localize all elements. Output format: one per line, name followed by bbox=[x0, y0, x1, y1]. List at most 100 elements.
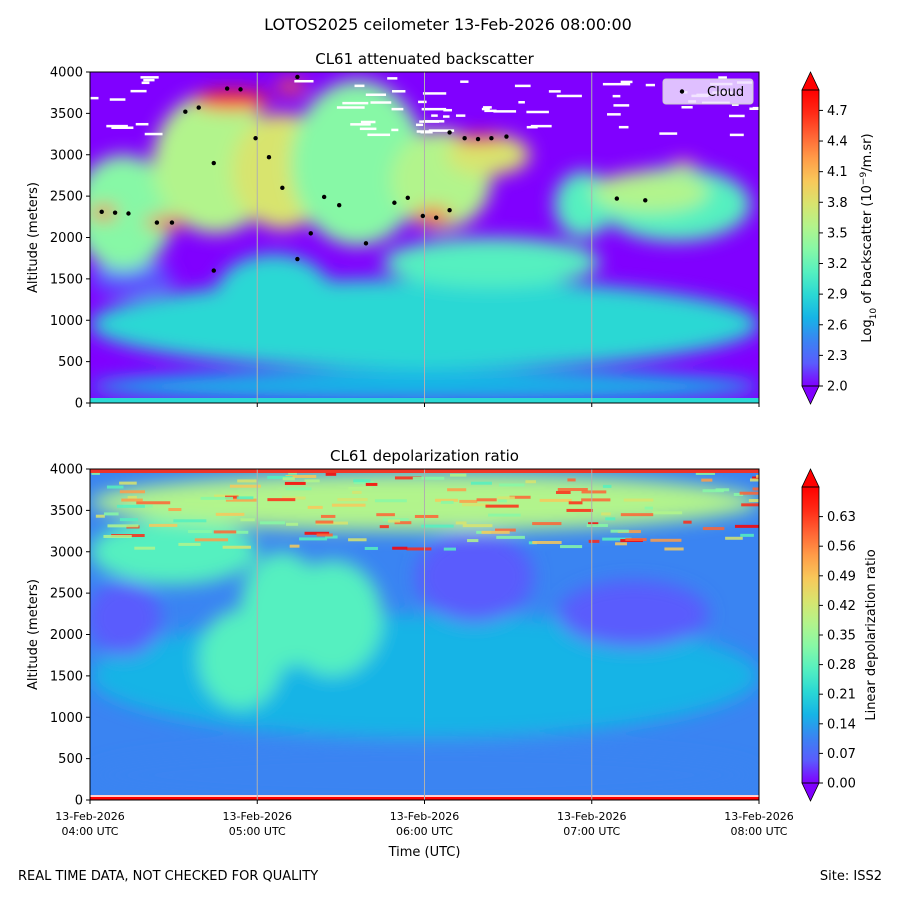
cloud-legend[interactable]: Cloud bbox=[662, 78, 754, 105]
noise-gap bbox=[618, 125, 629, 129]
noise-streak bbox=[588, 522, 599, 526]
noise-streak bbox=[620, 513, 654, 517]
noise-streak bbox=[285, 487, 312, 491]
noise-streak bbox=[485, 504, 519, 508]
noise-streak bbox=[394, 476, 422, 480]
noise-streak bbox=[623, 498, 654, 502]
noise-gap bbox=[391, 128, 399, 132]
noise-streak bbox=[443, 547, 456, 551]
y-tick-label: 2000 bbox=[50, 231, 83, 246]
noise-streak bbox=[379, 525, 389, 529]
cloud-point bbox=[126, 211, 131, 216]
noise-streak bbox=[652, 511, 683, 515]
noise-streak bbox=[299, 537, 328, 541]
noise-streak bbox=[702, 527, 725, 531]
noise-streak bbox=[348, 538, 367, 542]
noise-streak bbox=[615, 542, 628, 546]
noise-gap bbox=[443, 108, 452, 112]
noise-gap bbox=[111, 126, 134, 129]
noise-streak bbox=[353, 479, 371, 483]
colorbar-tick-label: 0.21 bbox=[827, 688, 856, 703]
noise-streak bbox=[481, 530, 510, 534]
noise-streak bbox=[240, 518, 255, 522]
noise-streak bbox=[394, 521, 412, 525]
noise-gap bbox=[645, 83, 655, 87]
cloud-point bbox=[280, 185, 285, 191]
cloud-point bbox=[224, 86, 230, 91]
cloud-point bbox=[337, 203, 342, 208]
colorbar-tick-label: 0.63 bbox=[827, 510, 856, 525]
noise-streak bbox=[644, 506, 653, 510]
noise-gap bbox=[731, 103, 739, 106]
noise-streak bbox=[331, 503, 366, 507]
noise-gap bbox=[443, 115, 450, 118]
noise-streak bbox=[449, 473, 467, 477]
legend-cloud-label: Cloud bbox=[707, 85, 744, 100]
y-tick-label: 3000 bbox=[50, 148, 83, 163]
noise-streak bbox=[749, 478, 759, 482]
noise-gap bbox=[391, 107, 404, 111]
x-tick-date: 13-Feb-2026 bbox=[724, 810, 793, 823]
noise-gap bbox=[418, 100, 427, 104]
colorbar-tick-label: 2.3 bbox=[827, 349, 848, 364]
noise-streak bbox=[353, 481, 374, 485]
noise-gap bbox=[556, 94, 582, 98]
noise-gap bbox=[359, 127, 377, 131]
noise-streak bbox=[173, 519, 207, 523]
cloud-point bbox=[489, 136, 494, 141]
noise-streak bbox=[376, 513, 395, 517]
noise-streak bbox=[119, 518, 139, 522]
colorbar-max-extend bbox=[801, 71, 820, 91]
y-tick-label: 500 bbox=[58, 752, 83, 767]
colorbar-tick-label: 0.42 bbox=[827, 599, 856, 614]
noise-gap bbox=[367, 133, 391, 137]
noise-streak bbox=[194, 538, 229, 542]
cloud-point bbox=[154, 220, 160, 225]
noise-streak bbox=[316, 533, 333, 537]
noise-streak bbox=[498, 499, 507, 503]
noise-streak bbox=[532, 522, 562, 526]
noise-gap bbox=[659, 132, 678, 135]
noise-streak bbox=[476, 498, 497, 502]
y-tick-label: 2500 bbox=[50, 587, 83, 602]
bs-field-blob bbox=[275, 80, 306, 94]
noise-streak bbox=[756, 474, 759, 478]
noise-gap bbox=[729, 133, 744, 137]
noise-streak bbox=[374, 499, 407, 503]
noise-streak bbox=[213, 503, 243, 507]
noise-streak bbox=[488, 513, 521, 517]
noise-streak bbox=[421, 524, 454, 528]
depolarization-colorbar: 0.00 0.07 0.14 0.21 0.28 0.35 0.42 0.49 0.56 0.63… bbox=[801, 468, 879, 802]
noise-streak bbox=[695, 471, 716, 475]
cloud-point bbox=[643, 198, 648, 203]
figure-title: LOTOS2025 ceilometer 13-Feb-2026 08:00:0… bbox=[264, 15, 632, 34]
noise-streak bbox=[610, 529, 629, 533]
noise-streak bbox=[650, 538, 682, 542]
noise-gap bbox=[612, 94, 621, 98]
cloud-point bbox=[614, 196, 620, 201]
colorbar2-max-extend bbox=[801, 468, 820, 488]
y-tick-label: 1500 bbox=[50, 272, 83, 287]
noise-gap bbox=[370, 101, 392, 104]
noise-streak bbox=[414, 514, 439, 518]
noise-gap bbox=[455, 114, 466, 117]
noise-streak bbox=[103, 534, 132, 538]
noise-streak bbox=[106, 485, 124, 489]
noise-gap bbox=[530, 124, 552, 128]
noise-streak bbox=[601, 512, 611, 516]
noise-streak bbox=[392, 546, 408, 550]
dp-field-blob bbox=[90, 518, 258, 585]
cloud-point bbox=[308, 231, 313, 236]
x-tick-date: 13-Feb-2026 bbox=[390, 810, 459, 823]
cloud-point bbox=[462, 136, 467, 141]
backscatter-title: CL61 attenuated backscatter bbox=[315, 50, 534, 68]
noise-streak bbox=[605, 517, 616, 521]
noise-streak bbox=[498, 483, 525, 487]
noise-streak bbox=[284, 481, 306, 485]
noise-gap bbox=[391, 90, 406, 93]
depolarization-colorbar-ticks: 0.00 0.07 0.14 0.21 0.28 0.35 0.42 0.49 0.56 0.63 bbox=[819, 510, 856, 792]
bs-field-blob bbox=[414, 208, 452, 224]
noise-streak bbox=[560, 545, 583, 549]
noise-gap bbox=[415, 123, 424, 127]
noise-gap bbox=[294, 79, 314, 83]
